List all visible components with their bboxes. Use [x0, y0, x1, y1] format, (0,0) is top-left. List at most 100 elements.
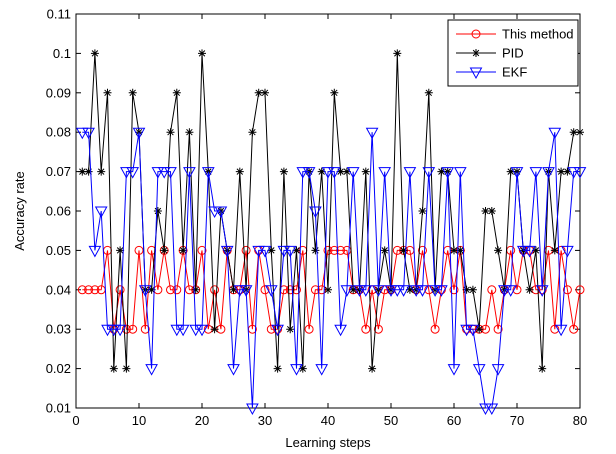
legend-marker-ekf [469, 67, 483, 80]
data-point-ekf [567, 167, 581, 179]
x-tick-label: 20 [195, 413, 209, 428]
data-point-this-method [84, 285, 94, 295]
data-point-ekf [120, 167, 133, 179]
y-tick-label: 0.02 [46, 361, 71, 376]
data-point-ekf [151, 167, 165, 179]
data-point-pid [531, 246, 540, 255]
data-point-ekf [75, 127, 89, 140]
legend-entry-ekf: EKF [456, 65, 527, 80]
data-point-pid [487, 207, 496, 215]
data-point-ekf [309, 206, 322, 219]
data-point-this-method [285, 285, 295, 295]
y-tick-label: 0.11 [47, 7, 71, 22]
data-point-pid [97, 167, 106, 176]
data-point-ekf [346, 167, 360, 179]
data-point-ekf [435, 285, 448, 297]
data-point-ekf [113, 324, 127, 337]
data-point-pid [160, 246, 169, 255]
data-point-pid [361, 167, 370, 176]
data-point-ekf [157, 167, 171, 179]
data-point-ekf [510, 167, 524, 179]
data-point-pid [185, 128, 194, 137]
data-point-pid [468, 285, 477, 294]
y-tick-label: 0.01 [46, 401, 71, 416]
data-point-this-method [550, 324, 560, 334]
data-point-pid [368, 364, 377, 373]
data-point-pid [450, 246, 458, 255]
data-point-ekf [327, 167, 341, 179]
data-point-ekf [529, 167, 543, 179]
data-point-ekf [409, 285, 423, 297]
data-point-pid [418, 207, 427, 215]
data-point-pid [506, 167, 515, 176]
data-point-this-method [329, 245, 339, 255]
data-point-ekf [479, 403, 492, 416]
data-point-ekf [561, 245, 574, 258]
data-point-ekf [378, 167, 392, 179]
data-point-pid [103, 88, 112, 97]
data-point-pid [481, 207, 490, 215]
x-tick-label: 30 [258, 413, 272, 428]
x-tick-label: 60 [447, 413, 461, 428]
data-point-ekf [277, 245, 291, 258]
data-point-ekf [422, 167, 436, 179]
data-point-this-method [487, 285, 497, 295]
data-point-ekf [384, 285, 398, 297]
data-point-this-method [77, 285, 87, 295]
data-point-ekf [94, 206, 108, 219]
data-point-ekf [504, 285, 518, 297]
data-point-ekf [466, 324, 480, 337]
data-point-pid [229, 285, 238, 294]
data-point-ekf [164, 167, 177, 179]
data-point-this-method [115, 285, 125, 295]
data-point-ekf [453, 167, 467, 179]
data-point-pid [279, 167, 288, 176]
data-point-this-method [166, 285, 175, 295]
axis-ticks: 0 10 20 30 40 50 60 70 80 0.01 0.02 0.03 0.04 0.05 0.0… [46, 7, 588, 429]
data-point-pid [494, 246, 503, 255]
y-tick-label: 0.05 [46, 243, 71, 258]
data-point-ekf [353, 285, 366, 297]
x-tick-label: 0 [72, 413, 79, 428]
data-point-ekf [283, 245, 297, 258]
data-point-pid [569, 128, 578, 137]
data-point-pid [84, 167, 93, 176]
data-point-pid [342, 167, 351, 176]
data-point-pid [248, 128, 257, 137]
data-point-ekf [107, 324, 121, 337]
data-point-ekf [252, 245, 266, 258]
data-point-this-method [241, 245, 251, 255]
data-point-pid [109, 364, 118, 373]
data-point-this-method [121, 324, 131, 334]
data-point-pid [172, 88, 181, 97]
data-point-pid [254, 88, 263, 97]
data-point-pid [380, 246, 389, 255]
legend-entry-this-method: This method [456, 27, 574, 42]
data-point-ekf [485, 403, 499, 416]
data-point-pid [311, 246, 320, 255]
data-point-ekf [145, 364, 158, 376]
data-point-pid [147, 285, 156, 294]
series-ekf [75, 127, 587, 416]
data-point-ekf [296, 167, 310, 179]
data-point-ekf [189, 324, 203, 337]
data-point-pid [317, 167, 326, 176]
data-point-this-method [430, 324, 440, 334]
data-point-ekf [315, 364, 329, 376]
data-point-ekf [516, 245, 530, 258]
data-point-ekf [498, 285, 511, 297]
y-axis-label: Accuracy rate [12, 171, 27, 250]
data-point-this-method [575, 285, 585, 295]
data-point-ekf [535, 285, 549, 297]
data-point-ekf [233, 285, 247, 297]
data-point-this-method [418, 245, 427, 255]
data-point-ekf [359, 285, 373, 297]
x-tick-label: 70 [510, 413, 524, 428]
data-point-ekf [523, 245, 536, 258]
data-point-this-method [512, 285, 522, 295]
data-point-pid [273, 364, 282, 373]
data-point-pid [286, 325, 295, 334]
data-point-pid [267, 246, 276, 255]
data-point-ekf [246, 403, 259, 416]
y-tick-label: 0.09 [46, 85, 71, 100]
